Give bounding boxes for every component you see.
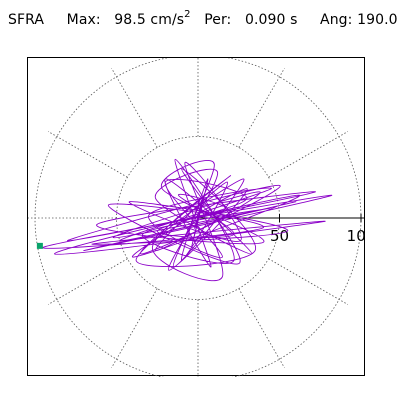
x-tick-label-100: 100	[347, 227, 366, 245]
orbit-trace	[42, 158, 333, 282]
grid-spoke-210	[47, 258, 128, 305]
x-tick-label-50: 50	[270, 227, 289, 245]
angle-label: Ang:	[320, 11, 353, 28]
max-unit-exponent: 2	[184, 9, 191, 20]
max-value: 98.5	[114, 11, 146, 28]
plot-frame: 50 100	[27, 57, 366, 377]
grid-spoke-300	[238, 288, 285, 369]
max-label: Max:	[66, 11, 101, 28]
grid-spoke-150	[47, 131, 128, 178]
period-value: 0.090 s	[244, 11, 298, 28]
max-marker	[36, 242, 43, 249]
grid-spoke-240	[111, 288, 158, 369]
record-name: SFRA	[8, 11, 45, 28]
angle-value: 190.0	[357, 11, 398, 28]
grid-spoke-30	[268, 131, 349, 178]
grid-spoke-120	[111, 67, 158, 148]
chart-header: SFRA Max: 98.5 cm/s2 Per: 0.090 s Ang: 1…	[8, 9, 398, 28]
max-unit: cm/s	[150, 11, 185, 28]
polar-plot: 50 100	[28, 58, 366, 377]
grid-spoke-330	[268, 258, 349, 305]
grid-spoke-60	[238, 67, 285, 148]
period-label: Per:	[204, 11, 232, 28]
